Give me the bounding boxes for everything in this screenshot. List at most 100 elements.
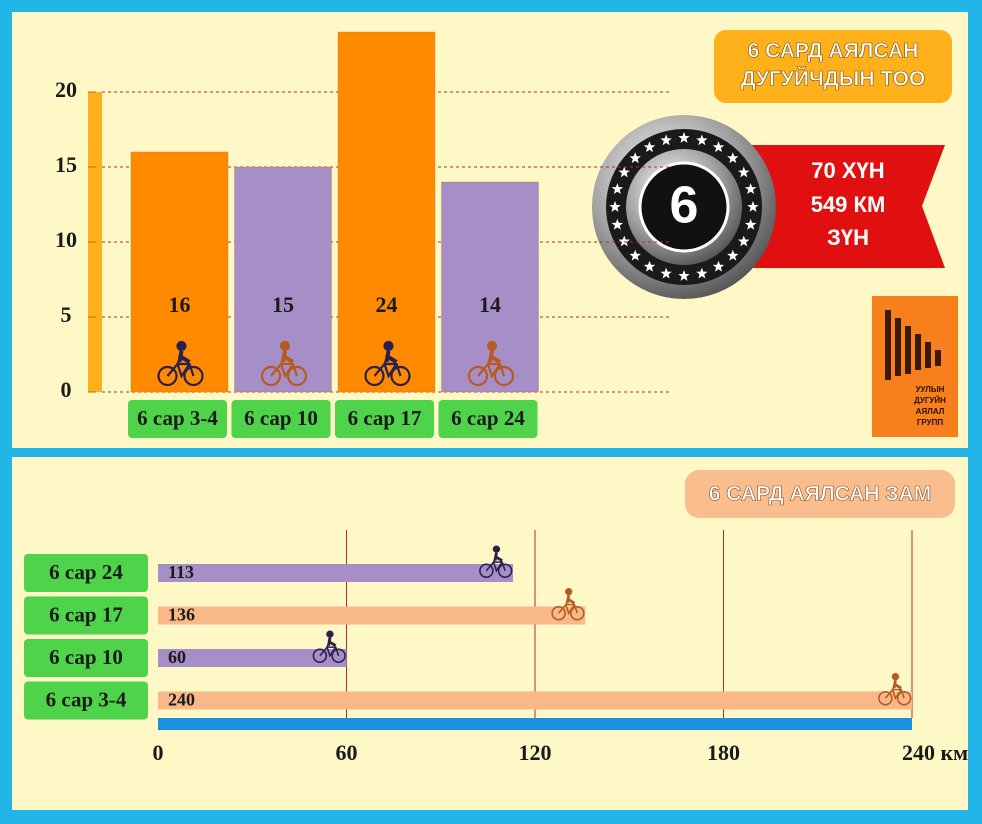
wheel	[286, 365, 308, 387]
star	[643, 141, 656, 153]
value-label: 136	[168, 605, 195, 625]
x-tick-label: 0	[153, 740, 164, 765]
wheel	[570, 605, 585, 621]
bike-icon	[551, 587, 585, 621]
star	[738, 235, 750, 247]
star	[629, 249, 641, 261]
bike-icon	[364, 340, 411, 387]
bike-icon	[467, 340, 515, 387]
category-box	[24, 639, 148, 677]
star	[611, 218, 624, 230]
star	[744, 183, 757, 194]
category-box	[128, 400, 227, 438]
category-label: 6 сар 3-4	[137, 406, 218, 430]
rider	[281, 350, 295, 364]
ribbon-text: 549 КМ	[811, 192, 886, 217]
wheel	[157, 365, 178, 387]
bar	[337, 31, 436, 393]
wheel	[497, 563, 513, 579]
y-tick-label: 10	[55, 227, 77, 252]
logo-text: ДУГУЙН	[914, 396, 946, 405]
star	[696, 267, 708, 279]
star	[611, 183, 624, 194]
star	[678, 132, 690, 143]
bar	[158, 606, 586, 625]
rider	[488, 350, 502, 364]
x-tick-label: 180	[707, 740, 740, 765]
ribbon-text: ЗҮН	[827, 225, 869, 250]
chart-title: 6 САРД АЯЛСАН ЗАМ	[709, 483, 931, 506]
y-tick-label: 0	[61, 377, 72, 402]
value-label: 240	[168, 690, 195, 710]
y-tick-label: 15	[55, 152, 77, 177]
rider	[177, 350, 191, 364]
star	[678, 270, 690, 281]
wheel	[551, 605, 566, 621]
bar	[158, 691, 912, 710]
category-box	[24, 554, 148, 592]
rider-head	[326, 630, 334, 638]
rider-head	[279, 340, 291, 352]
chart-title: 6 САРД АЯЛСАН	[748, 40, 919, 63]
logo-text: УУЛЫН	[916, 385, 945, 394]
wheel	[364, 365, 385, 387]
rider-head	[486, 340, 498, 352]
logo-blocks	[885, 310, 941, 380]
star	[747, 201, 759, 212]
x-axis	[158, 718, 912, 730]
star	[738, 166, 750, 178]
star	[712, 141, 725, 153]
rider	[327, 637, 337, 647]
rider	[384, 350, 398, 364]
value-label: 113	[168, 562, 194, 582]
rider	[892, 680, 902, 690]
rider-head	[383, 340, 394, 352]
x-tick-label: 120	[519, 740, 552, 765]
bar	[158, 649, 347, 667]
wheel	[493, 365, 515, 387]
rider-head	[176, 340, 187, 352]
star	[609, 201, 621, 212]
category-label: 6 сар 17	[348, 406, 422, 430]
logo-text: АЯЛАЛ	[916, 407, 945, 416]
wheel	[390, 365, 411, 387]
category-box	[24, 596, 148, 635]
value-label: 15	[272, 292, 294, 317]
value-label: 24	[376, 292, 398, 317]
category-label: 6 сар 10	[49, 645, 123, 669]
value-label: 60	[168, 647, 186, 667]
wheel	[183, 365, 204, 387]
bike-icon	[878, 672, 912, 706]
category-box	[231, 400, 331, 438]
star	[660, 134, 672, 146]
category-label: 6 сар 10	[244, 406, 318, 430]
star	[618, 166, 630, 178]
wheel	[896, 690, 912, 706]
bike-icon	[312, 630, 346, 664]
category-box	[438, 400, 538, 438]
category-label: 6 сар 24	[451, 406, 525, 430]
star	[629, 152, 641, 164]
star	[643, 260, 656, 272]
rider	[493, 552, 503, 562]
wheel	[467, 365, 489, 387]
rider-head	[891, 672, 900, 681]
badge-core	[638, 161, 730, 253]
title-box	[685, 470, 955, 518]
star	[712, 260, 725, 272]
star	[660, 267, 672, 279]
wheel	[479, 563, 494, 579]
badge-stars	[609, 132, 759, 281]
star	[727, 249, 739, 261]
star	[618, 235, 630, 247]
y-tick-label: 20	[55, 77, 77, 102]
rider-head	[492, 545, 501, 553]
category-box	[335, 400, 434, 438]
bike-icon	[260, 340, 308, 387]
value-label: 16	[169, 292, 191, 317]
ribbon-text: 70 ХҮН	[811, 158, 884, 183]
category-label: 6 сар 3-4	[46, 687, 127, 711]
bike-icon	[479, 545, 513, 579]
